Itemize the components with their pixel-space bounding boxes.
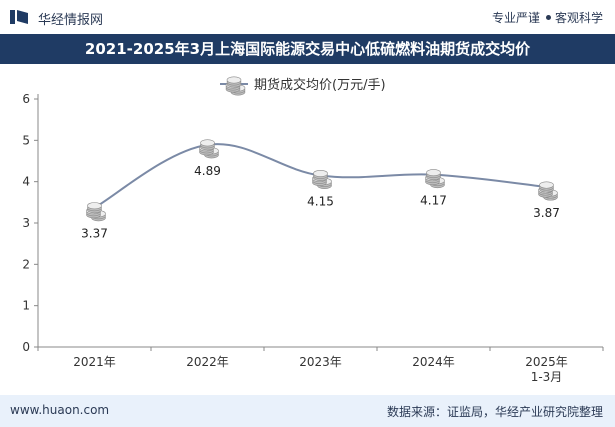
huajing-logo-icon [10,10,28,24]
x-tick-label: 2025年 1-3月 [525,355,568,384]
y-tick-label: 4 [22,175,30,189]
x-tick-label: 2024年 [412,355,455,369]
data-label: 4.89 [194,164,221,178]
coin-stack-marker-icon [225,76,246,96]
footer: www.huaon.com 数据来源：证监局，华经产业研究院整理 [0,395,615,427]
slogan: 专业严谨 客观科学 [492,9,603,26]
slogan-dot-icon [545,15,551,20]
coin-stack-marker-icon [425,169,445,189]
website-link[interactable]: www.huaon.com [10,403,110,417]
x-tick-label: 2023年 [299,355,342,369]
coin-stack-marker-icon [312,169,332,189]
y-tick-label: 2 [22,257,30,271]
data-source: 数据来源：证监局，华经产业研究院整理 [386,405,603,419]
data-label: 4.15 [307,194,334,208]
legend-label: 期货成交均价(万元/手) [254,77,386,93]
y-tick-label: 0 [22,340,30,354]
coin-stack-marker-icon [538,181,558,201]
coin-stack-marker-icon [86,202,106,222]
y-tick-label: 6 [22,92,30,106]
x-tick-label: 2022年 [186,355,229,369]
y-tick-label: 3 [22,216,30,230]
data-label: 3.37 [81,227,108,241]
coin-stack-marker-icon [199,139,219,159]
slogan-right: 客观科学 [554,11,603,25]
y-tick-label: 1 [22,299,30,313]
data-label: 3.87 [533,206,560,220]
chart-title: 2021-2025年3月上海国际能源交易中心低硫燃料油期货成交均价 [0,34,615,64]
slogan-left: 专业严谨 [491,11,540,25]
x-tick-label: 2021年 [73,355,116,369]
data-label: 4.17 [420,194,447,208]
y-tick-label: 5 [22,133,30,147]
top-bar: 华经情报网 专业严谨 客观科学 [0,0,615,34]
brand-name: 华经情报网 [38,13,104,28]
line-chart: 0 1 2 3 4 5 6 2021年 2022年 2023年 2024年 2025年 1-3月 3.37… [22,76,604,384]
